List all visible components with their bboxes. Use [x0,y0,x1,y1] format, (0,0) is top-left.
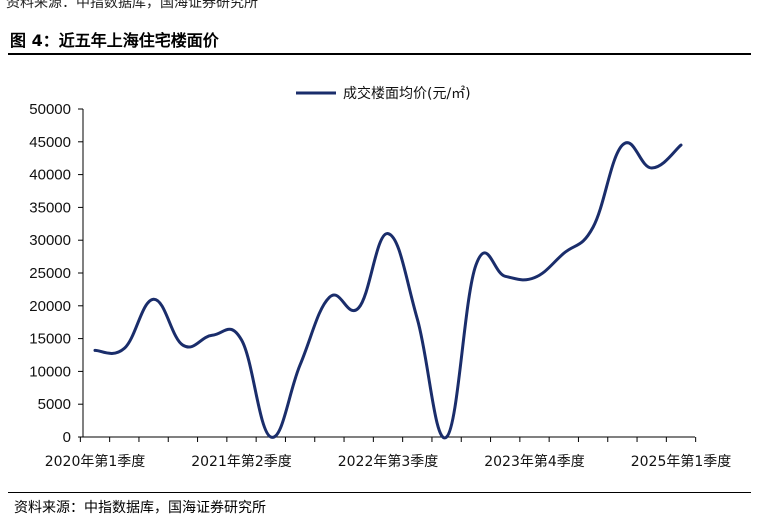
y-tick-label: 0 [63,429,71,446]
data-point [445,436,448,439]
data-point [533,276,536,279]
data-point [269,436,272,439]
x-tick-label: 2021年第2季度 [191,453,292,470]
data-point [416,317,419,320]
data-point [211,334,214,337]
y-tick-label: 40000 [29,167,71,184]
data-point [621,144,624,147]
x-tick-label: 2025年第1季度 [631,453,732,470]
x-tick-label: 2023年第4季度 [484,453,585,470]
x-axis: 2020年第1季度 2021年第2季度 2022年第3季度 2023年第4季度 2025… [45,436,732,470]
title-divider [8,53,751,55]
y-tick-label: 25000 [29,265,71,282]
data-point [328,296,331,299]
legend-label: 成交楼面均价(元/㎡) [343,85,471,102]
data-point [680,144,683,147]
data-point [357,306,360,309]
data-point [299,363,302,366]
data-point [504,275,507,278]
y-tick-label: 10000 [29,363,71,380]
data-point [152,298,155,301]
data-point [474,264,477,267]
series-layer [93,141,683,440]
data-point [94,349,97,352]
footer-divider [8,492,751,493]
x-tick-label: 2020年第1季度 [45,453,146,470]
y-tick-label: 50000 [29,101,71,118]
data-point [181,344,184,347]
data-point [387,232,390,235]
y-tick-label: 30000 [29,232,71,249]
legend: 成交楼面均价(元/㎡) [296,85,471,102]
top-source-note: 资料来源：中指数据库，国海证券研究所 [6,0,258,11]
data-point [240,338,243,341]
y-axis: 0 5000 10000 15000 20000 25000 30000 35000 40000… [29,101,84,446]
data-point [650,167,653,170]
y-tick-label: 45000 [29,134,71,151]
source-note: 资料来源：中指数据库，国海证券研究所 [14,500,266,516]
figure-title: 图 4：近五年上海住宅楼面价 [10,31,219,50]
series-line [93,141,683,440]
x-tick-label: 2022年第3季度 [338,453,439,470]
data-point [562,252,565,255]
y-tick-label: 35000 [29,199,71,216]
data-point [592,226,595,229]
y-tick-label: 5000 [38,396,71,413]
y-tick-label: 15000 [29,331,71,348]
data-point [123,347,126,350]
y-tick-label: 20000 [29,298,71,315]
